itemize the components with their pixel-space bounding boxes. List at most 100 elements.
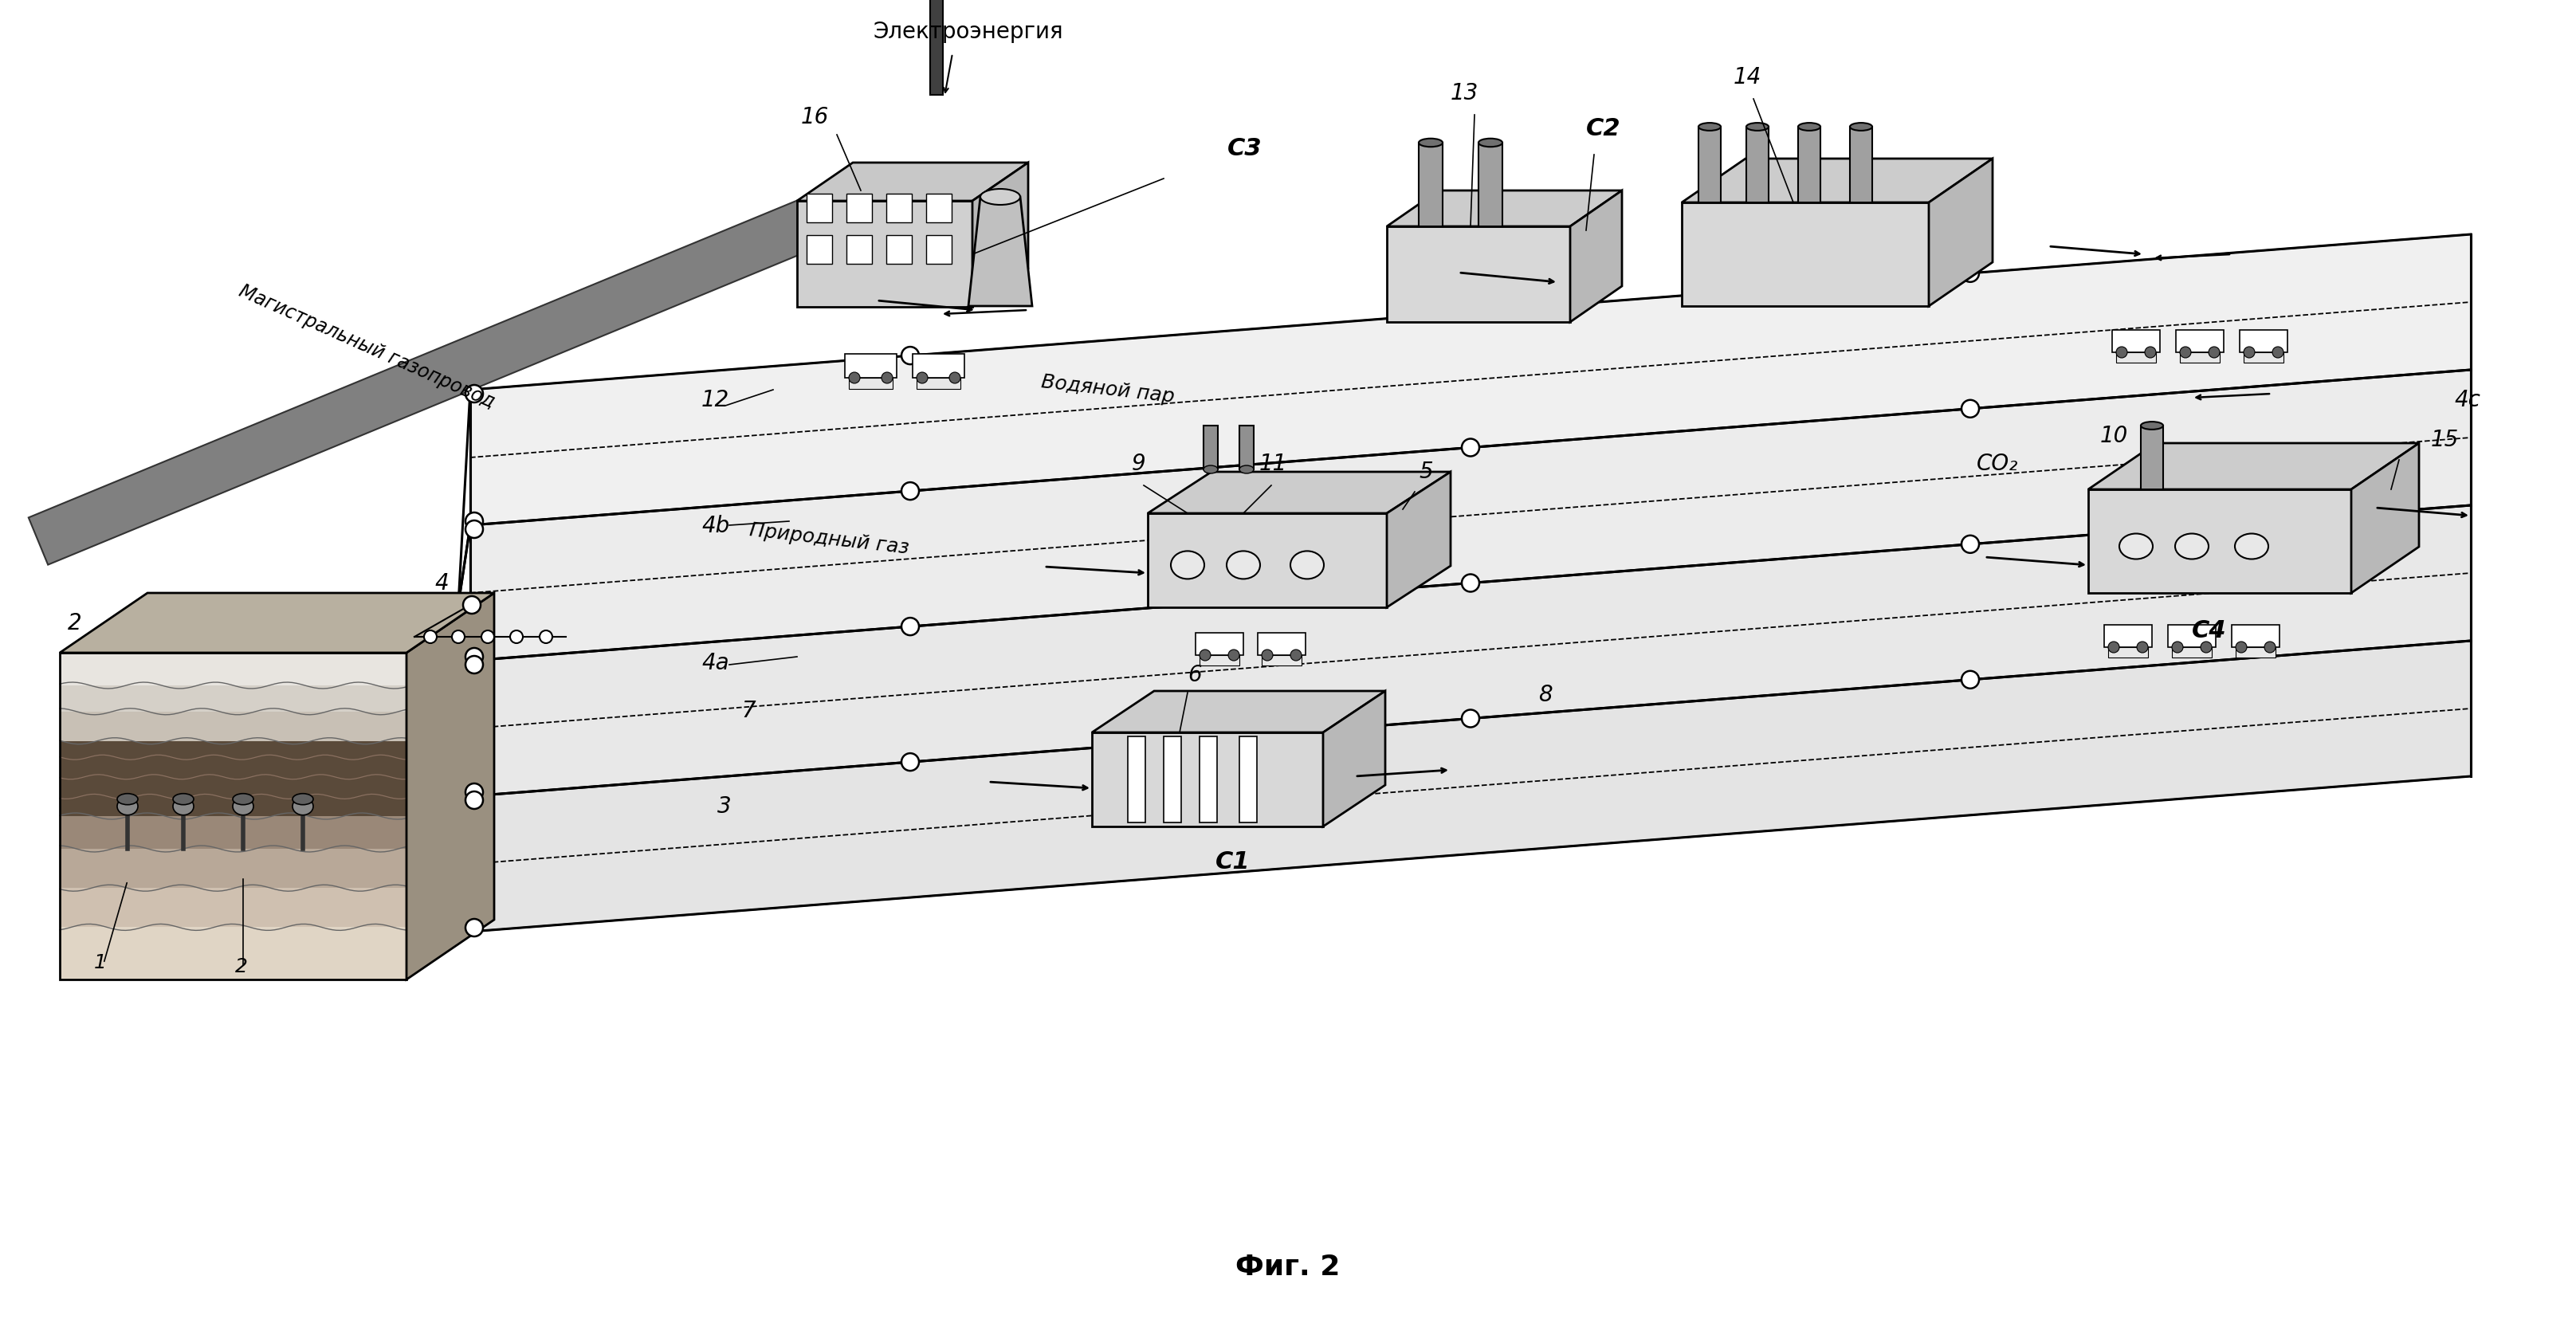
Polygon shape <box>969 198 1033 306</box>
Circle shape <box>1200 650 1211 661</box>
Ellipse shape <box>294 798 314 815</box>
Polygon shape <box>59 741 407 816</box>
Ellipse shape <box>1798 124 1821 132</box>
Bar <box>2177 331 2223 353</box>
Polygon shape <box>1324 691 1386 827</box>
Polygon shape <box>1929 160 1994 306</box>
Ellipse shape <box>116 794 139 805</box>
Bar <box>2112 331 2159 353</box>
Bar <box>917 379 961 389</box>
Ellipse shape <box>1698 124 1721 132</box>
Circle shape <box>451 630 464 644</box>
Bar <box>912 355 963 379</box>
Bar <box>1798 128 1821 203</box>
Circle shape <box>1461 439 1479 456</box>
Bar <box>2244 353 2282 363</box>
Bar <box>1200 737 1216 823</box>
Bar <box>886 194 912 223</box>
Polygon shape <box>1386 191 1623 227</box>
Circle shape <box>466 649 484 666</box>
Bar <box>1203 426 1218 470</box>
Ellipse shape <box>232 798 252 815</box>
Circle shape <box>2107 642 2120 653</box>
Bar <box>845 355 896 379</box>
Text: Природный газ: Природный газ <box>747 521 909 558</box>
Bar <box>2172 648 2213 658</box>
Text: C4: C4 <box>2192 619 2226 642</box>
Ellipse shape <box>1747 124 1770 132</box>
Polygon shape <box>471 371 2470 661</box>
Ellipse shape <box>1239 466 1255 474</box>
Text: 13: 13 <box>1450 82 1479 104</box>
Polygon shape <box>59 594 495 653</box>
Polygon shape <box>59 686 407 712</box>
Ellipse shape <box>294 794 314 805</box>
Polygon shape <box>2089 443 2419 489</box>
Polygon shape <box>59 888 407 927</box>
Polygon shape <box>1386 472 1450 608</box>
Text: 14: 14 <box>1734 66 1762 88</box>
Text: 3: 3 <box>716 795 732 818</box>
Text: 16: 16 <box>801 106 829 128</box>
Circle shape <box>2179 347 2192 359</box>
Bar <box>2141 426 2164 489</box>
Bar <box>1164 737 1182 823</box>
Text: 15: 15 <box>2432 429 2460 451</box>
Ellipse shape <box>232 794 252 805</box>
Polygon shape <box>2352 443 2419 594</box>
Polygon shape <box>1386 227 1571 323</box>
Ellipse shape <box>2174 534 2208 559</box>
Polygon shape <box>2089 489 2352 594</box>
Text: Магистральный газопровод: Магистральный газопровод <box>237 281 497 412</box>
Ellipse shape <box>116 798 139 815</box>
Circle shape <box>1960 536 1978 554</box>
Ellipse shape <box>1226 551 1260 579</box>
Polygon shape <box>1149 513 1386 608</box>
Polygon shape <box>1092 733 1324 827</box>
Bar <box>1239 426 1255 470</box>
Circle shape <box>482 630 495 644</box>
Bar <box>1479 144 1502 227</box>
Polygon shape <box>59 927 407 980</box>
Polygon shape <box>1682 203 1929 306</box>
Bar <box>930 0 943 95</box>
Polygon shape <box>59 712 407 741</box>
Bar <box>2115 353 2156 363</box>
Bar <box>1195 633 1244 656</box>
Ellipse shape <box>173 794 193 805</box>
Bar <box>850 379 894 389</box>
Text: 2: 2 <box>234 956 247 976</box>
Circle shape <box>951 373 961 384</box>
Circle shape <box>464 596 482 615</box>
Ellipse shape <box>2141 422 2164 430</box>
Circle shape <box>1960 671 1978 689</box>
Bar <box>1419 144 1443 227</box>
Bar <box>1257 633 1306 656</box>
Polygon shape <box>796 202 971 307</box>
Circle shape <box>2264 642 2275 653</box>
Polygon shape <box>796 164 1028 202</box>
Ellipse shape <box>1203 466 1218 474</box>
Text: CO₂: CO₂ <box>1976 452 2020 475</box>
Bar <box>1262 656 1301 666</box>
Polygon shape <box>471 641 2470 933</box>
Text: 4a: 4a <box>701 652 729 674</box>
Bar <box>2239 331 2287 353</box>
Text: Электроэнергия: Электроэнергия <box>873 21 1064 44</box>
Circle shape <box>2138 642 2148 653</box>
Text: 10: 10 <box>2099 425 2128 447</box>
Circle shape <box>2115 347 2128 359</box>
Bar <box>1128 737 1146 823</box>
Text: 5: 5 <box>1419 460 1432 483</box>
Circle shape <box>1461 303 1479 322</box>
Text: 4c: 4c <box>2455 389 2481 412</box>
Text: C3: C3 <box>1226 137 1262 160</box>
Bar <box>886 236 912 264</box>
Circle shape <box>902 753 920 772</box>
Bar <box>806 194 832 223</box>
Circle shape <box>1262 650 1273 661</box>
Text: 4b: 4b <box>701 514 729 537</box>
Polygon shape <box>1571 191 1623 323</box>
Circle shape <box>2244 347 2254 359</box>
Bar <box>2169 625 2215 648</box>
